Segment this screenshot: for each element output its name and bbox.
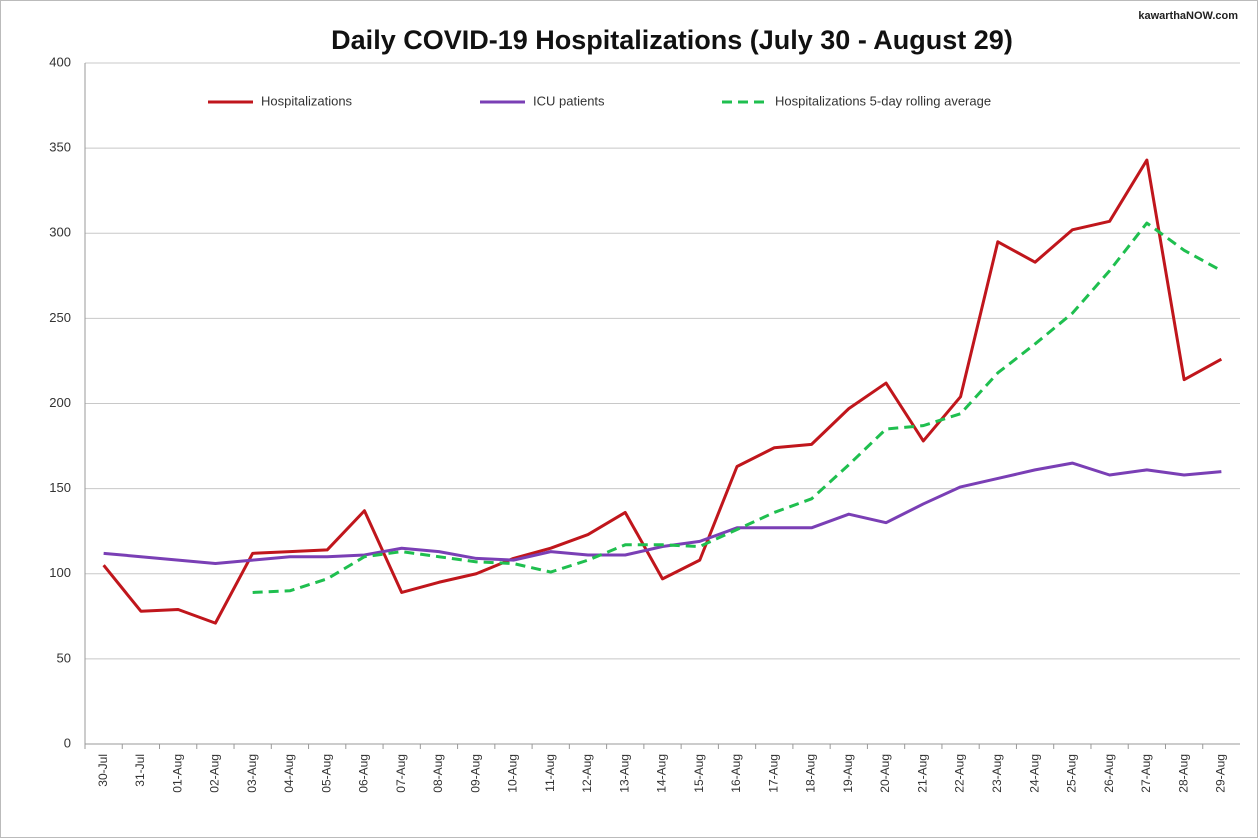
- x-tick-label: 28-Aug: [1176, 754, 1190, 793]
- x-tick-label: 02-Aug: [208, 754, 222, 793]
- x-tick-label: 17-Aug: [766, 754, 780, 793]
- legend-label: Hospitalizations 5-day rolling average: [775, 93, 991, 108]
- legend-label: Hospitalizations: [261, 93, 353, 108]
- x-tick-label: 24-Aug: [1027, 754, 1041, 793]
- x-tick-label: 10-Aug: [506, 754, 520, 793]
- x-tick-label: 13-Aug: [617, 754, 631, 793]
- x-tick-label: 06-Aug: [357, 754, 371, 793]
- series-line: [102, 158, 1223, 625]
- series-line: [252, 221, 1223, 594]
- x-tick-label: 18-Aug: [804, 754, 818, 793]
- x-tick-label: 27-Aug: [1139, 754, 1153, 793]
- x-tick-label: 20-Aug: [878, 754, 892, 793]
- y-tick-label: 50: [57, 650, 71, 665]
- y-tick-label: 200: [49, 395, 71, 410]
- x-tick-label: 12-Aug: [580, 754, 594, 793]
- y-tick-label: 0: [64, 735, 71, 750]
- x-tick-label: 07-Aug: [394, 754, 408, 793]
- x-tick-label: 09-Aug: [468, 754, 482, 793]
- x-tick-label: 30-Jul: [96, 754, 110, 787]
- x-tick-label: 03-Aug: [245, 754, 259, 793]
- x-tick-label: 11-Aug: [543, 754, 557, 792]
- x-tick-label: 26-Aug: [1102, 754, 1116, 793]
- y-tick-label: 300: [49, 225, 71, 240]
- x-tick-label: 05-Aug: [319, 754, 333, 793]
- y-tick-label: 400: [49, 54, 71, 69]
- x-tick-label: 15-Aug: [692, 754, 706, 793]
- legend-label: ICU patients: [533, 93, 605, 108]
- x-tick-label: 23-Aug: [990, 754, 1004, 793]
- chart-title: Daily COVID-19 Hospitalizations (July 30…: [331, 25, 1013, 55]
- x-tick-label: 19-Aug: [841, 754, 855, 793]
- x-tick-label: 04-Aug: [282, 754, 296, 793]
- watermark: kawarthaNOW.com: [1138, 10, 1238, 22]
- x-tick-label: 31-Jul: [133, 754, 147, 787]
- y-tick-label: 150: [49, 480, 71, 495]
- x-tick-label: 01-Aug: [170, 754, 184, 793]
- x-tick-label: 08-Aug: [431, 754, 445, 793]
- x-tick-label: 16-Aug: [729, 754, 743, 793]
- x-tick-label: 21-Aug: [915, 754, 929, 793]
- y-tick-label: 350: [49, 140, 71, 155]
- y-tick-label: 100: [49, 565, 71, 580]
- x-tick-label: 14-Aug: [655, 754, 669, 793]
- x-tick-label: 22-Aug: [953, 754, 967, 793]
- y-tick-label: 250: [49, 310, 71, 325]
- series-line: [103, 461, 1222, 566]
- x-tick-label: 25-Aug: [1065, 754, 1079, 793]
- x-tick-label: 29-Aug: [1214, 754, 1228, 793]
